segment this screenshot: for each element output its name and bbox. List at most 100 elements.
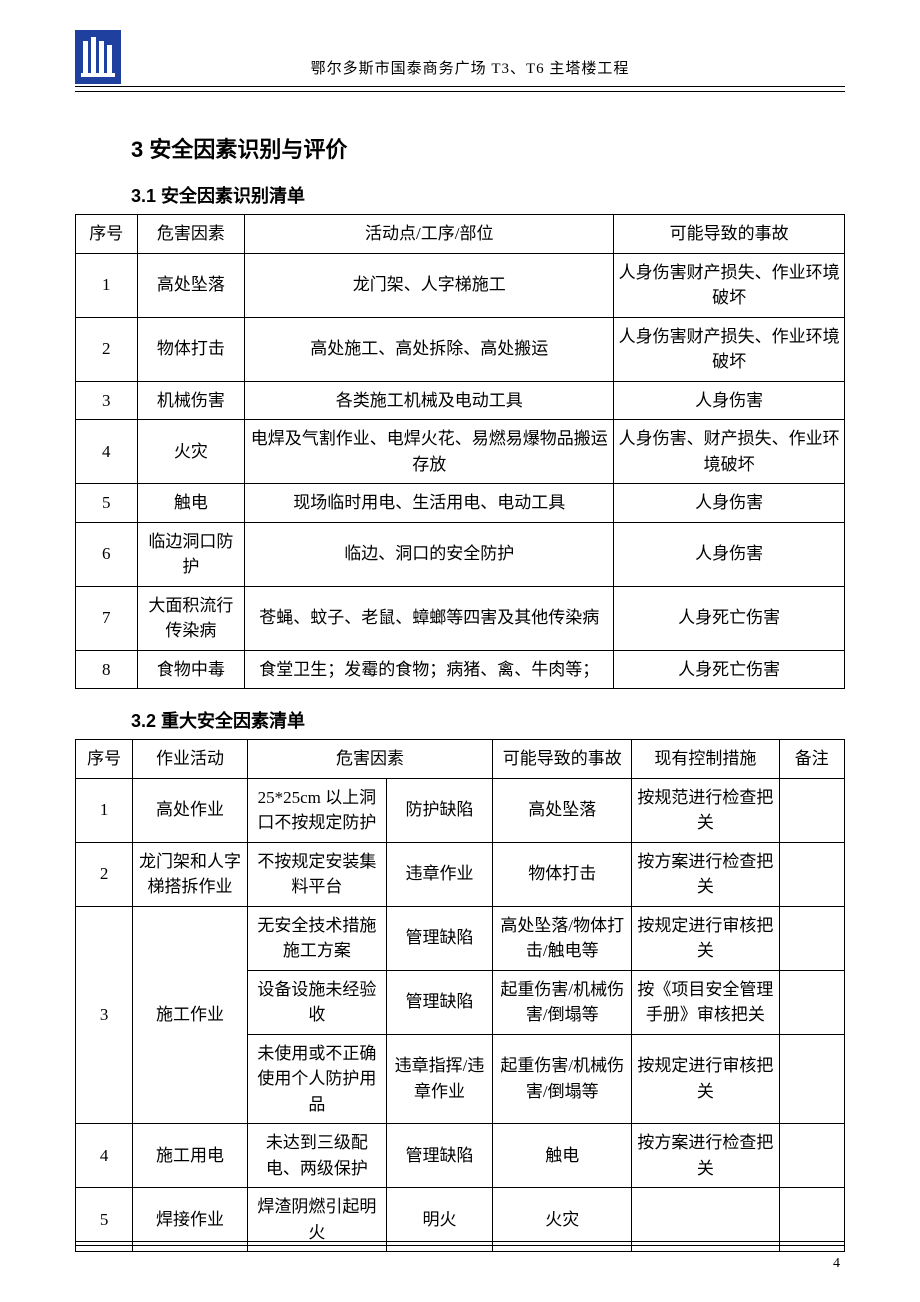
table-cell: 物体打击	[137, 317, 245, 381]
table-cell: 管理缺陷	[386, 1124, 492, 1188]
table-cell: 4	[76, 420, 138, 484]
table-cell: 按规定进行审核把关	[632, 906, 779, 970]
table-cell: 龙门架、人字梯施工	[245, 253, 614, 317]
table-row: 1高处作业25*25cm 以上洞口不按规定防护防护缺陷高处坠落按规范进行检查把关	[76, 778, 845, 842]
table-cell: 触电	[137, 484, 245, 523]
section-3-2-heading: 3.2 重大安全因素清单	[131, 707, 845, 733]
header-rule	[75, 91, 845, 92]
table-row: 3施工作业无安全技术措施施工方案管理缺陷高处坠落/物体打击/触电等按规定进行审核…	[76, 906, 845, 970]
table-cell: 起重伤害/机械伤害/倒塌等	[493, 1034, 632, 1124]
table-header-cell: 序号	[76, 740, 133, 779]
section-3-heading: 3 安全因素识别与评价	[131, 132, 845, 164]
table-cell: 人身死亡伤害	[614, 650, 845, 689]
footer-rule	[75, 1241, 845, 1242]
table-header-cell: 可能导致的事故	[493, 740, 632, 779]
table-cell: 25*25cm 以上洞口不按规定防护	[247, 778, 386, 842]
table-cell: 龙门架和人字梯搭拆作业	[133, 842, 248, 906]
table-cell: 未达到三级配电、两级保护	[247, 1124, 386, 1188]
table-cell: 设备设施未经验收	[247, 970, 386, 1034]
table-row: 4施工用电未达到三级配电、两级保护管理缺陷触电按方案进行检查把关	[76, 1124, 845, 1188]
table-header-cell: 危害因素	[247, 740, 492, 779]
table-cell: 人身伤害	[614, 484, 845, 523]
page-number: 4	[833, 1256, 840, 1272]
section-3-1-heading: 3.1 安全因素识别清单	[131, 182, 845, 208]
table-cell: 食物中毒	[137, 650, 245, 689]
table-cell: 违章作业	[386, 842, 492, 906]
table-cell: 人身伤害	[614, 381, 845, 420]
table-cell: 触电	[493, 1124, 632, 1188]
table-cell: 临边、洞口的安全防护	[245, 522, 614, 586]
table-cell	[779, 1034, 844, 1124]
table-cell: 5	[76, 484, 138, 523]
table-row: 8食物中毒食堂卫生；发霉的食物；病猪、禽、牛肉等；人身死亡伤害	[76, 650, 845, 689]
table-cell: 2	[76, 317, 138, 381]
footer-rule-thin	[75, 1245, 845, 1246]
table-major-safety-factors: 序号作业活动危害因素可能导致的事故现有控制措施备注 1高处作业25*25cm 以…	[75, 739, 845, 1252]
table-cell: 机械伤害	[137, 381, 245, 420]
table-row: 7大面积流行传染病苍蝇、蚊子、老鼠、蟑螂等四害及其他传染病人身死亡伤害	[76, 586, 845, 650]
table-cell: 按方案进行检查把关	[632, 842, 779, 906]
table-cell: 施工用电	[133, 1124, 248, 1188]
table-cell: 物体打击	[493, 842, 632, 906]
table-header-cell: 可能导致的事故	[614, 215, 845, 254]
table-safety-factors: 序号危害因素活动点/工序/部位可能导致的事故 1高处坠落龙门架、人字梯施工人身伤…	[75, 214, 845, 689]
table-cell: 4	[76, 1124, 133, 1188]
table-cell: 高处坠落	[493, 778, 632, 842]
page-header: 鄂尔多斯市国泰商务广场 T3、T6 主塔楼工程	[75, 30, 845, 87]
table-cell	[779, 778, 844, 842]
table-cell: 2	[76, 842, 133, 906]
table-cell: 人身伤害财产损失、作业环境破坏	[614, 253, 845, 317]
table-cell: 管理缺陷	[386, 970, 492, 1034]
table-cell: 不按规定安装集料平台	[247, 842, 386, 906]
table-cell: 高处坠落	[137, 253, 245, 317]
table-header-cell: 备注	[779, 740, 844, 779]
table-cell	[779, 970, 844, 1034]
table-cell: 起重伤害/机械伤害/倒塌等	[493, 970, 632, 1034]
table-cell: 3	[76, 381, 138, 420]
table-cell: 电焊及气割作业、电焊火花、易燃易爆物品搬运存放	[245, 420, 614, 484]
table-row: 3机械伤害各类施工机械及电动工具人身伤害	[76, 381, 845, 420]
table-cell: 防护缺陷	[386, 778, 492, 842]
table-row: 5触电现场临时用电、生活用电、电动工具人身伤害	[76, 484, 845, 523]
table-header-cell: 危害因素	[137, 215, 245, 254]
table-cell: 管理缺陷	[386, 906, 492, 970]
table-cell: 苍蝇、蚊子、老鼠、蟑螂等四害及其他传染病	[245, 586, 614, 650]
table-header-cell: 序号	[76, 215, 138, 254]
table-cell: 按规定进行审核把关	[632, 1034, 779, 1124]
table-header-cell: 作业活动	[133, 740, 248, 779]
table-cell: 食堂卫生；发霉的食物；病猪、禽、牛肉等；	[245, 650, 614, 689]
table-cell: 8	[76, 650, 138, 689]
table-cell: 1	[76, 778, 133, 842]
table-cell: 临边洞口防护	[137, 522, 245, 586]
table-cell	[779, 1124, 844, 1188]
table-cell	[779, 842, 844, 906]
table-header-cell: 活动点/工序/部位	[245, 215, 614, 254]
table-cell: 1	[76, 253, 138, 317]
table-cell: 人身伤害财产损失、作业环境破坏	[614, 317, 845, 381]
table-cell: 违章指挥/违章作业	[386, 1034, 492, 1124]
table-row: 2物体打击高处施工、高处拆除、高处搬运人身伤害财产损失、作业环境破坏	[76, 317, 845, 381]
table-cell: 3	[76, 906, 133, 1124]
table-cell: 按方案进行检查把关	[632, 1124, 779, 1188]
table-cell: 火灾	[137, 420, 245, 484]
table-cell: 现场临时用电、生活用电、电动工具	[245, 484, 614, 523]
table-cell: 按《项目安全管理手册》审核把关	[632, 970, 779, 1034]
table-cell	[779, 906, 844, 970]
table-cell: 7	[76, 586, 138, 650]
table-cell: 高处施工、高处拆除、高处搬运	[245, 317, 614, 381]
company-logo	[75, 30, 121, 84]
table-row: 1高处坠落龙门架、人字梯施工人身伤害财产损失、作业环境破坏	[76, 253, 845, 317]
table-cell: 按规范进行检查把关	[632, 778, 779, 842]
table-cell: 无安全技术措施施工方案	[247, 906, 386, 970]
table-cell: 施工作业	[133, 906, 248, 1124]
table-cell: 各类施工机械及电动工具	[245, 381, 614, 420]
table-row: 4火灾电焊及气割作业、电焊火花、易燃易爆物品搬运存放人身伤害、财产损失、作业环境…	[76, 420, 845, 484]
table-cell: 大面积流行传染病	[137, 586, 245, 650]
table-header-cell: 现有控制措施	[632, 740, 779, 779]
table-cell: 人身伤害	[614, 522, 845, 586]
table-row: 6临边洞口防护临边、洞口的安全防护人身伤害	[76, 522, 845, 586]
table-cell: 高处作业	[133, 778, 248, 842]
table-row: 2龙门架和人字梯搭拆作业不按规定安装集料平台违章作业物体打击按方案进行检查把关	[76, 842, 845, 906]
table-cell: 人身死亡伤害	[614, 586, 845, 650]
table-cell: 未使用或不正确使用个人防护用品	[247, 1034, 386, 1124]
